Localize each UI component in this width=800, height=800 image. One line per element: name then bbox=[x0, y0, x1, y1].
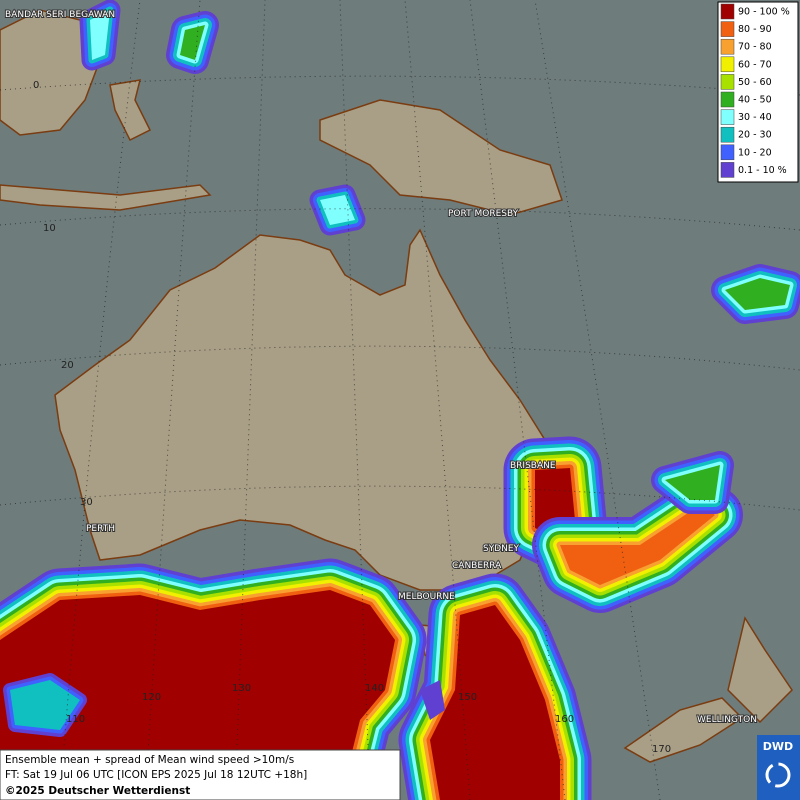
grid-label: 30 bbox=[80, 497, 93, 508]
place-label: BANDAR SERI BEGAWAN bbox=[5, 10, 115, 20]
nz-south bbox=[623, 697, 744, 763]
logo-text: DWD bbox=[763, 740, 793, 753]
legend-swatch bbox=[720, 126, 735, 143]
legend-swatch bbox=[720, 3, 735, 20]
legend-swatch bbox=[720, 74, 735, 90]
footer-line: Ensemble mean + spread of Mean wind spee… bbox=[5, 754, 294, 766]
place-label: SYDNEY bbox=[483, 544, 520, 554]
sulawesi bbox=[109, 79, 152, 142]
place-label: PORT MORESBY bbox=[448, 209, 519, 219]
grid-label: 110 bbox=[66, 714, 85, 725]
legend-label: 70 - 80 bbox=[738, 42, 772, 53]
legend-items: 90 - 100 % 80 - 90 70 - 80 60 - 70 50 - 60 40… bbox=[720, 3, 790, 178]
wind-area bbox=[725, 278, 790, 310]
wind-area bbox=[420, 680, 445, 720]
grid-label: 150 bbox=[458, 692, 477, 703]
legend-swatch bbox=[720, 21, 735, 37]
grid-label: 0 bbox=[33, 80, 39, 91]
wind-area bbox=[560, 505, 715, 585]
legend-swatch bbox=[720, 91, 735, 108]
legend-swatch bbox=[720, 38, 735, 55]
grid-label: 20 bbox=[61, 360, 74, 371]
legend-swatch bbox=[720, 144, 735, 161]
grid-label: 10 bbox=[43, 223, 56, 234]
wind-area bbox=[10, 680, 80, 730]
footer-box bbox=[0, 749, 401, 800]
logo-icon bbox=[765, 762, 791, 788]
legend-swatch bbox=[720, 56, 735, 73]
labels: BANDAR SERI BEGAWAN PORT MORESBY BRISBANE P… bbox=[4, 9, 758, 755]
legend-label: 10 - 20 bbox=[738, 147, 772, 158]
place-label: PERTH bbox=[86, 524, 115, 534]
legend-label: 20 - 30 bbox=[738, 130, 772, 141]
legend-label: 80 - 90 bbox=[738, 24, 772, 35]
legend-label: 50 - 60 bbox=[738, 77, 772, 88]
legend-swatch bbox=[720, 162, 735, 178]
nz-north bbox=[727, 616, 793, 724]
footer-line: FT: Sat 19 Jul 06 UTC [ICON EPS 2025 Jul… bbox=[5, 769, 307, 781]
wind-area bbox=[0, 590, 395, 800]
grid-label: 170 bbox=[652, 744, 671, 755]
place-label: CANBERRA bbox=[452, 561, 502, 571]
wind-area bbox=[320, 195, 355, 225]
footer-line: ©2025 Deutscher Wetterdienst bbox=[5, 785, 190, 797]
grid-label: 130 bbox=[232, 683, 251, 694]
islands bbox=[0, 184, 212, 211]
new-guinea bbox=[319, 99, 563, 216]
wind-area bbox=[90, 10, 110, 60]
wind-area bbox=[665, 465, 720, 500]
legend-label: 90 - 100 % bbox=[738, 7, 790, 18]
logo bbox=[757, 735, 800, 800]
grid-label: 160 bbox=[555, 714, 574, 725]
legend-label: 30 - 40 bbox=[738, 112, 772, 123]
legend-label: 40 - 50 bbox=[738, 95, 772, 106]
wind-area bbox=[180, 25, 205, 60]
grid-label: 120 bbox=[142, 692, 161, 703]
legend-label: 0.1 - 10 % bbox=[738, 165, 787, 176]
place-label: MELBOURNE bbox=[398, 592, 455, 602]
grid-label: 140 bbox=[365, 683, 384, 694]
legend-label: 60 - 70 bbox=[738, 59, 772, 70]
legend-swatch bbox=[720, 109, 735, 125]
place-label: BRISBANE bbox=[510, 461, 556, 471]
place-label: WELLINGTON bbox=[697, 715, 757, 725]
borneo bbox=[0, 9, 101, 136]
wind-area bbox=[430, 605, 560, 800]
